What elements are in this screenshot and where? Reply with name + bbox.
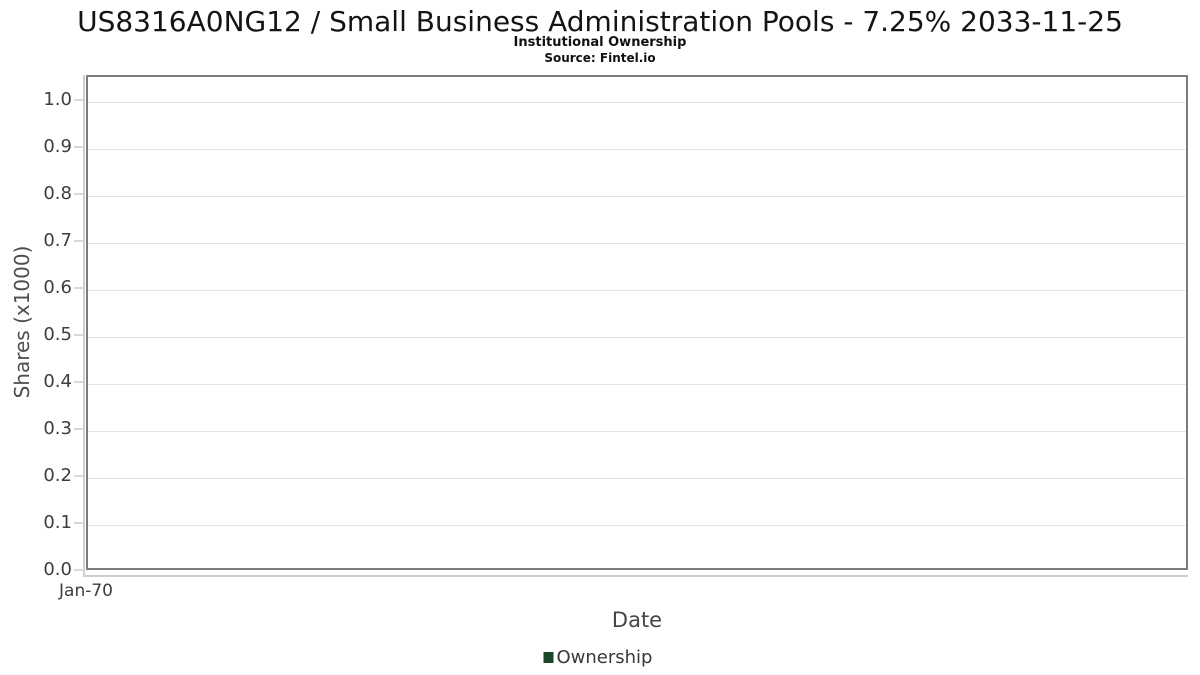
- y-tick-label: 0.7: [43, 230, 72, 251]
- x-axis-title: Date: [611, 608, 663, 632]
- y-tick-label: 0.5: [43, 324, 72, 345]
- gridline: [88, 525, 1186, 526]
- y-tick-mark: [74, 522, 84, 524]
- chart-source: Source: Fintel.io: [544, 51, 656, 65]
- gridline: [88, 102, 1186, 103]
- y-tick-label: 0.3: [43, 418, 72, 439]
- gridline: [88, 243, 1186, 244]
- y-tick-label: 0.4: [43, 371, 72, 392]
- page-title: US8316A0NG12 / Small Business Administra…: [77, 5, 1123, 38]
- y-tick-label: 0.1: [43, 512, 72, 533]
- plot-area: [86, 75, 1188, 570]
- legend-label-ownership: Ownership: [556, 647, 653, 668]
- gridline: [88, 290, 1186, 291]
- gridline: [88, 478, 1186, 479]
- y-axis-line: [83, 75, 85, 577]
- x-tick-label: Jan-70: [59, 581, 113, 601]
- y-axis-title: Shares (x1000): [10, 245, 34, 399]
- y-tick-mark: [74, 240, 84, 242]
- y-tick-mark: [74, 193, 84, 195]
- gridline: [88, 149, 1186, 150]
- x-axis-line: [83, 575, 1188, 577]
- chart-subtitle: Institutional Ownership: [513, 35, 687, 50]
- y-tick-mark: [74, 334, 84, 336]
- y-tick-label: 0.2: [43, 465, 72, 486]
- y-tick-mark: [74, 569, 84, 571]
- ownership-series-marker-icon: [543, 652, 554, 663]
- y-tick-mark: [74, 475, 84, 477]
- y-tick-mark: [74, 428, 84, 430]
- legend: Ownership: [543, 647, 653, 668]
- y-tick-label: 0.9: [43, 136, 72, 157]
- y-tick-mark: [74, 146, 84, 148]
- y-tick-mark: [74, 99, 84, 101]
- gridline: [88, 431, 1186, 432]
- gridline: [88, 337, 1186, 338]
- y-tick-label: 0.6: [43, 277, 72, 298]
- gridline: [88, 196, 1186, 197]
- y-tick-label: 1.0: [43, 89, 72, 110]
- y-tick-label: 0.8: [43, 183, 72, 204]
- y-tick-mark: [74, 287, 84, 289]
- gridline: [88, 384, 1186, 385]
- y-tick-label: 0.0: [43, 559, 72, 580]
- y-tick-mark: [74, 381, 84, 383]
